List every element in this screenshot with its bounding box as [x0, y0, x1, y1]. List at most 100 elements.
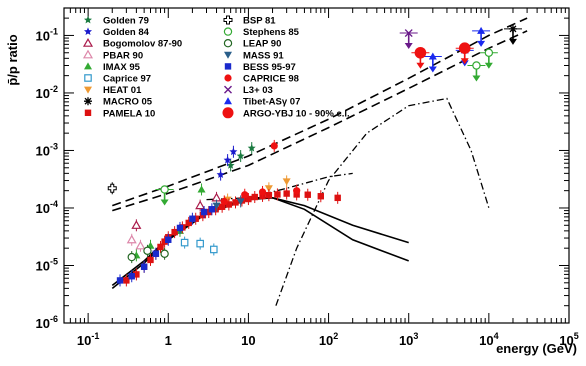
stephens-85-limit-arrow	[160, 199, 169, 206]
pamela-10-point	[192, 215, 199, 222]
legend-marker-mass-91	[224, 51, 232, 59]
golden-79-point	[247, 143, 256, 152]
bess-95-97-point	[176, 224, 184, 232]
stephens-85-limit-arrow	[472, 75, 481, 82]
legend-label-pamela-10: PAMELA 10	[103, 108, 155, 119]
legend-label-golden-84: Golden 84	[103, 27, 150, 38]
bess-95-97-point	[189, 215, 196, 222]
pamela-10-point	[123, 277, 130, 284]
pamela-10-point	[232, 199, 239, 206]
argo-ybj-10-90-c-l-limit-arrow	[416, 62, 425, 69]
pamela-10-point	[212, 206, 219, 213]
bess-95-97-point	[200, 208, 208, 216]
bess-95-97-point	[128, 273, 135, 280]
legend-marker-argo-ybj-10-90-c-l	[222, 107, 234, 119]
golden-84-point	[229, 147, 238, 156]
legend-label-bogomolov-87-90: Bogomolov 87-90	[103, 39, 182, 50]
argo-ybj-10-90-c-l-limit-point	[414, 46, 427, 59]
pbar-90-point	[126, 234, 137, 244]
pamela-10-point	[265, 191, 273, 199]
pamela-10-point	[218, 203, 226, 210]
legend-label-stephens-85: Stephens 85	[243, 27, 300, 38]
legend-label-caprice-98: CAPRICE 98	[243, 74, 299, 85]
y-tick-label: 10-3	[36, 141, 58, 158]
legend-marker-caprice-98	[224, 74, 232, 82]
legend-label-caprice-97: Caprice 97	[103, 74, 151, 85]
caprice-98-point	[293, 187, 301, 195]
x-tick-label: 105	[559, 331, 578, 348]
bess-95-97-point	[208, 206, 216, 213]
legend-label-bsp-81: BSP 81	[243, 16, 276, 27]
model-curve-dash-dot	[206, 172, 353, 201]
pamela-10-point	[274, 191, 281, 198]
leap-90-point	[160, 249, 169, 258]
legend-marker-heat-01	[84, 86, 92, 94]
tibet-as-07-limit-arrow	[428, 66, 437, 73]
pamela-10-point	[171, 228, 178, 236]
legend-marker-stephens-85	[223, 27, 233, 36]
y-tick-label: 10-2	[36, 84, 58, 101]
macro-05-limit-arrow	[508, 38, 517, 45]
argo-ybj-10-90-c-l-limit-arrow	[460, 58, 469, 65]
golden-84-point	[223, 155, 232, 164]
golden-79-point	[226, 161, 235, 169]
caprice-98-point	[270, 142, 278, 150]
legend-marker-imax-95	[84, 62, 92, 70]
legend-marker-golden-79	[84, 15, 92, 24]
bess-95-97-point	[165, 236, 172, 243]
pamela-10-point	[304, 191, 311, 198]
argo-ybj-10-90-c-l-limit-point	[458, 42, 471, 54]
bess-95-97-point	[140, 263, 148, 270]
x-tick-label: 104	[479, 331, 498, 348]
model-curve-dashed	[112, 30, 528, 212]
y-tick-label: 10-6	[36, 314, 58, 331]
legend-label-leap-90: LEAP 90	[243, 39, 281, 50]
legend-marker-golden-84	[84, 27, 92, 35]
x-tick-label: 10-1	[77, 331, 99, 348]
legend-label-imax-95: IMAX 95	[103, 62, 141, 73]
data-points	[107, 24, 522, 287]
legend-label-l3-03: L3+ 03	[243, 85, 273, 96]
x-axis-title: energy (GeV)	[496, 341, 577, 356]
y-tick-label: 10-1	[36, 26, 58, 43]
model-curve-dashed	[112, 17, 528, 207]
caprice-98-point	[241, 191, 249, 199]
model-curve-solid	[111, 196, 409, 290]
pamela-10-point	[185, 219, 192, 227]
imax-95-point	[197, 185, 206, 193]
legend-label-tibet-as-07: Tibet-ASγ 07	[243, 97, 300, 108]
x-tick-label: 103	[399, 331, 418, 348]
macro-05-limit-point	[508, 24, 517, 33]
stephens-85-limit-point	[160, 185, 169, 194]
pamela-10-point	[225, 201, 233, 208]
pamela-10-point	[157, 243, 164, 251]
x-tick-label: 102	[319, 331, 338, 348]
pamela-10-point	[334, 194, 341, 202]
bogomolov-87-90-point	[131, 220, 142, 229]
bess-95-97-point	[152, 250, 160, 257]
x-tick-label: 10	[241, 333, 255, 348]
stephens-85-limit-point	[472, 61, 481, 70]
pamela-10-point	[245, 195, 252, 203]
pamela-10-point	[161, 238, 168, 245]
legend-marker-pbar-90	[82, 49, 94, 59]
axis-ticks: 10-1 1 10 102 103 104 105 10-6 10-5 10-4 10-3 10-2 1…	[36, 8, 579, 348]
mass-91-point	[236, 198, 245, 206]
x-tick-label: 1	[165, 333, 172, 348]
stephens-85-limit-arrow	[484, 62, 493, 69]
legend-marker-pamela-10	[84, 109, 92, 116]
legend-label-mass-91: MASS 91	[243, 50, 284, 61]
pamela-10-point	[133, 271, 140, 278]
bsp-81-point	[107, 183, 117, 193]
legend-marker-bess-95-97	[224, 63, 232, 70]
caprice-97-point	[180, 238, 189, 247]
legend-label-bess-95-97: BESS 95-97	[243, 62, 296, 73]
l3-03-limit-arrow	[404, 43, 413, 50]
pbar-90-point	[135, 240, 146, 250]
y-tick-label: 10-4	[36, 199, 58, 216]
golden-79-point	[236, 151, 245, 160]
y-tick-label: 10-5	[36, 256, 58, 273]
legend-label-golden-79: Golden 79	[103, 16, 149, 27]
